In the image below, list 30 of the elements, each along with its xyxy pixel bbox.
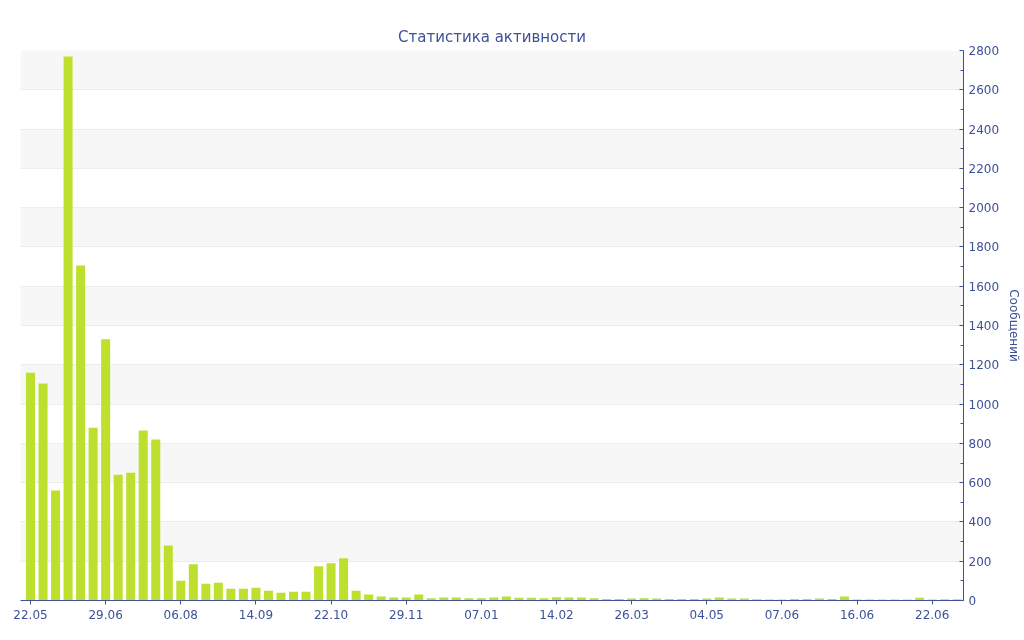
x-tick-label: 14.09	[238, 607, 274, 622]
y2-tick-label: 1800	[968, 240, 1000, 255]
x-tick-label: 16.06	[839, 607, 875, 622]
y2-tick-label: 200	[968, 554, 992, 569]
x-tick-label: 07.01	[464, 607, 499, 622]
y2-tick-label: 1600	[968, 279, 1000, 294]
y2-tick-label: 1400	[968, 319, 1000, 333]
x-tick-label: 29.11	[389, 607, 424, 622]
y2-tick-label: 2200	[968, 161, 1000, 176]
x-tick-label: 06.08	[163, 607, 198, 622]
y2-tick-label: 0	[968, 594, 977, 608]
y2-tick-label: 1200	[968, 358, 1000, 373]
chart-title: Статистика активности	[398, 27, 586, 46]
y2-tick-label: 2400	[968, 122, 1000, 137]
y2-tick-label: 2000	[968, 201, 1000, 216]
x-tick-label: 07.06	[764, 607, 800, 622]
x-tick-label: 22.10	[313, 607, 349, 622]
x-tick-label: 29.06	[88, 607, 123, 622]
y2-axis-title: Сообщений	[1007, 289, 1022, 362]
y2-tick-label: 1000	[968, 397, 1000, 412]
x-tick-label: 22.06	[915, 607, 950, 622]
y2-tick-label: 400	[968, 515, 992, 530]
x-tick-label: 22.05	[13, 607, 48, 622]
x-tick-label: 04.05	[689, 607, 724, 622]
x-tick-label: 14.02	[539, 607, 574, 622]
y2-tick-label: 2600	[968, 83, 1000, 98]
x-tick-label: 26.03	[614, 607, 649, 622]
y2-tick-label: 600	[968, 476, 992, 491]
y2-tick-label: 800	[968, 436, 992, 451]
y2-tick-label: 2800	[968, 44, 1000, 58]
